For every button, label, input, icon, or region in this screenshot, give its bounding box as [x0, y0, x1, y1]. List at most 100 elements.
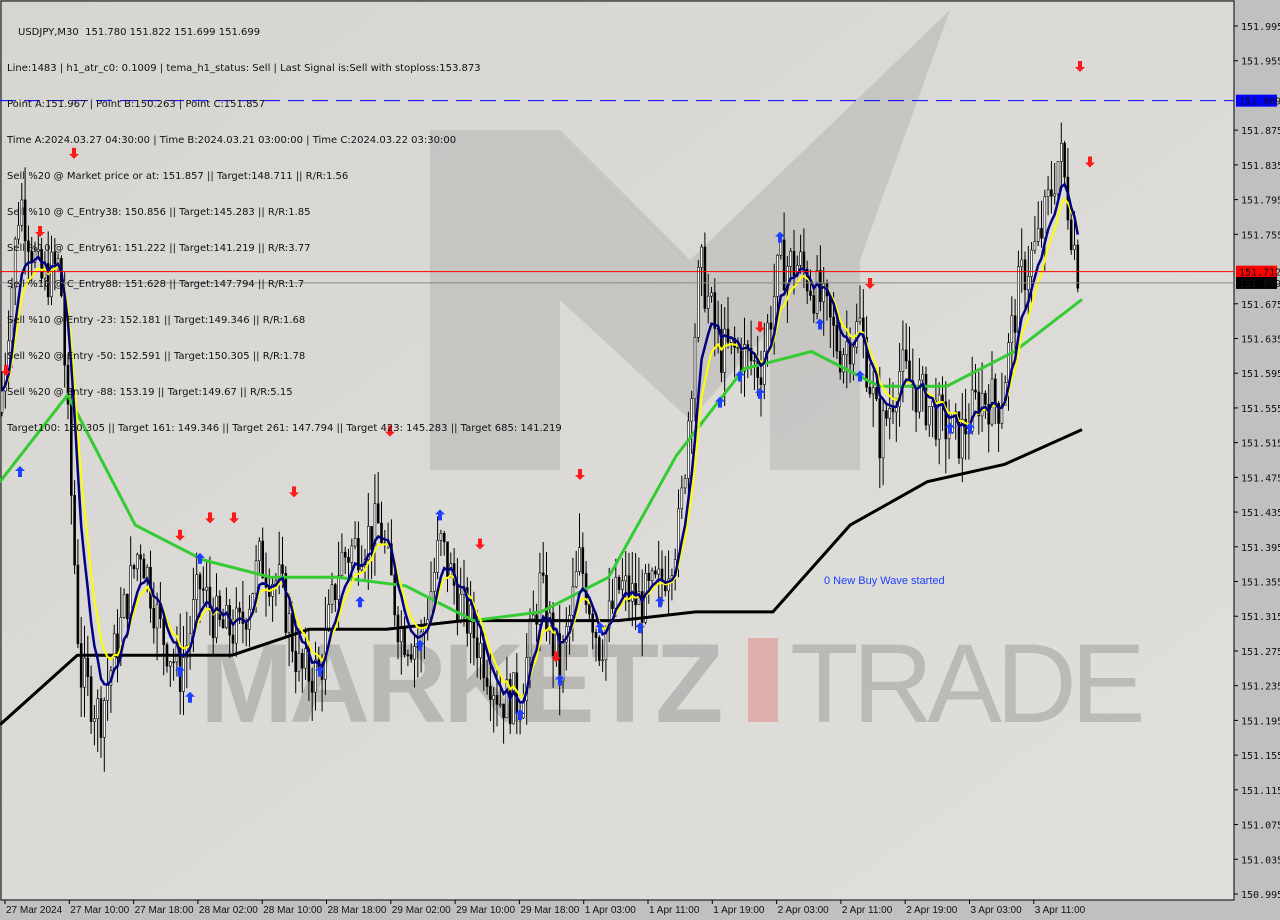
annotation-new-buy-wave: 0 New Buy Wave started	[824, 575, 945, 587]
time-axis[interactable]: 27 Mar 2024 27 Mar 10:00 27 Mar 18:00 28 Ma…	[4, 900, 1086, 916]
candle-bull	[888, 408, 892, 419]
info-line: Sell %10 @ Entry -23: 152.181 || Target:…	[7, 315, 306, 326]
svg-text:TRADE: TRADE	[790, 621, 1141, 746]
info-line: Time A:2024.03.27 04:30:00 | Time B:2024…	[7, 135, 457, 146]
candle-bear	[832, 316, 835, 326]
candle-bear	[294, 651, 298, 673]
candle-bull	[1033, 241, 1037, 251]
buy-arrow-icon	[775, 231, 785, 243]
price-tick-label: 151.515	[1241, 439, 1280, 450]
candle-bear	[545, 575, 548, 632]
price-level-label: 151.699	[1239, 279, 1280, 290]
candle-bull	[574, 571, 578, 588]
candle-bear	[142, 558, 146, 579]
time-tick-label: 27 Mar 10:00	[70, 905, 129, 916]
candle-bear	[1063, 142, 1066, 178]
candle-bear	[802, 251, 806, 270]
buy-arrow-icon	[715, 396, 725, 408]
price-tick-label: 151.355	[1241, 578, 1280, 589]
candle-bull	[937, 394, 941, 440]
candle-bear	[835, 325, 839, 352]
candle-bull	[700, 246, 703, 268]
time-tick-label: 3 Apr 11:00	[1035, 905, 1086, 916]
sell-arrow-icon	[35, 225, 45, 237]
candle-bull	[921, 373, 925, 381]
candle-bull	[667, 578, 670, 592]
candle-bear	[617, 576, 621, 590]
candle-bear	[261, 540, 265, 579]
candle-bull	[235, 607, 238, 644]
candle-bull	[459, 593, 463, 621]
price-level-badge	[1236, 94, 1277, 107]
price-tick-label: 151.835	[1241, 161, 1280, 172]
candle-bear	[1069, 219, 1073, 251]
candle-bull	[155, 603, 159, 629]
sell-arrow-icon	[1085, 156, 1095, 168]
candle-bear	[132, 565, 136, 570]
candle-bull	[852, 346, 855, 365]
candle-bull	[112, 633, 116, 671]
price-tick-label: 151.795	[1241, 196, 1280, 207]
candle-bear	[733, 337, 736, 348]
candle-bear	[300, 652, 304, 669]
candle-bear	[343, 551, 347, 558]
candle-bull	[531, 614, 535, 620]
candle-bull	[304, 648, 307, 669]
candle-bear	[703, 246, 707, 309]
info-line: Sell %20 @ Market price or at: 151.857 |…	[7, 171, 349, 182]
candle-bear	[99, 698, 103, 738]
price-tick-label: 151.875	[1241, 126, 1280, 137]
plot-area	[0, 0, 1235, 901]
buy-arrow-icon	[555, 674, 565, 686]
price-level-label: 151.712	[1239, 268, 1280, 279]
candle-bull	[842, 354, 845, 373]
candle-bull	[723, 328, 727, 373]
candle-bear	[475, 637, 479, 659]
candle-bull	[1060, 142, 1063, 162]
candle-bull	[561, 641, 565, 682]
symbol-title: USDJPY,M30 151.780 151.822 151.699 151.6…	[18, 27, 261, 38]
time-tick-label: 28 Mar 02:00	[199, 905, 258, 916]
candle-bull	[337, 575, 340, 600]
buy-arrow-icon	[415, 639, 425, 651]
candle-bear	[987, 404, 991, 425]
sell-arrow-icon	[1, 364, 11, 376]
buy-arrow-icon	[635, 622, 645, 634]
buy-arrow-icon	[435, 509, 445, 521]
candle-bull	[1073, 244, 1076, 251]
candle-bull	[340, 551, 344, 576]
price-tick-label: 151.995	[1241, 22, 1280, 33]
price-tick-label: 151.195	[1241, 716, 1280, 727]
candle-bull	[799, 251, 802, 266]
candle-bear	[914, 387, 918, 413]
candle-bear	[581, 547, 585, 574]
candle-bull	[1046, 189, 1050, 197]
candle-bear	[924, 373, 928, 426]
candle-bear	[508, 679, 512, 725]
candle-bull	[330, 584, 334, 605]
candle-bull	[17, 225, 20, 240]
candle-bull	[776, 254, 779, 297]
candle-bull	[360, 566, 364, 571]
candle-bull	[439, 533, 443, 541]
candle-bear	[152, 608, 156, 629]
candle-bear	[759, 377, 763, 385]
candle-bull	[350, 545, 354, 563]
price-level-badge	[1236, 265, 1277, 278]
candle-bull	[960, 418, 964, 459]
candle-bull	[258, 540, 261, 562]
candle-bear	[749, 348, 753, 362]
candle-bear	[792, 251, 796, 276]
buy-arrow-icon	[355, 596, 365, 608]
candle-bear	[393, 574, 397, 616]
sell-arrow-icon	[575, 469, 585, 481]
info-line: Line:1483 | h1_atr_c0: 0.1009 | tema_h1_…	[7, 63, 481, 74]
sell-arrow-icon	[289, 486, 299, 498]
price-axis[interactable]: 151.995 151.955 151.875 151.835 151.795 151.7…	[1234, 22, 1280, 901]
candle-bear	[654, 570, 657, 575]
candle-bear	[891, 408, 895, 413]
candle-bear	[53, 251, 57, 265]
candle-bull	[858, 317, 862, 322]
candle-bull	[93, 718, 96, 722]
